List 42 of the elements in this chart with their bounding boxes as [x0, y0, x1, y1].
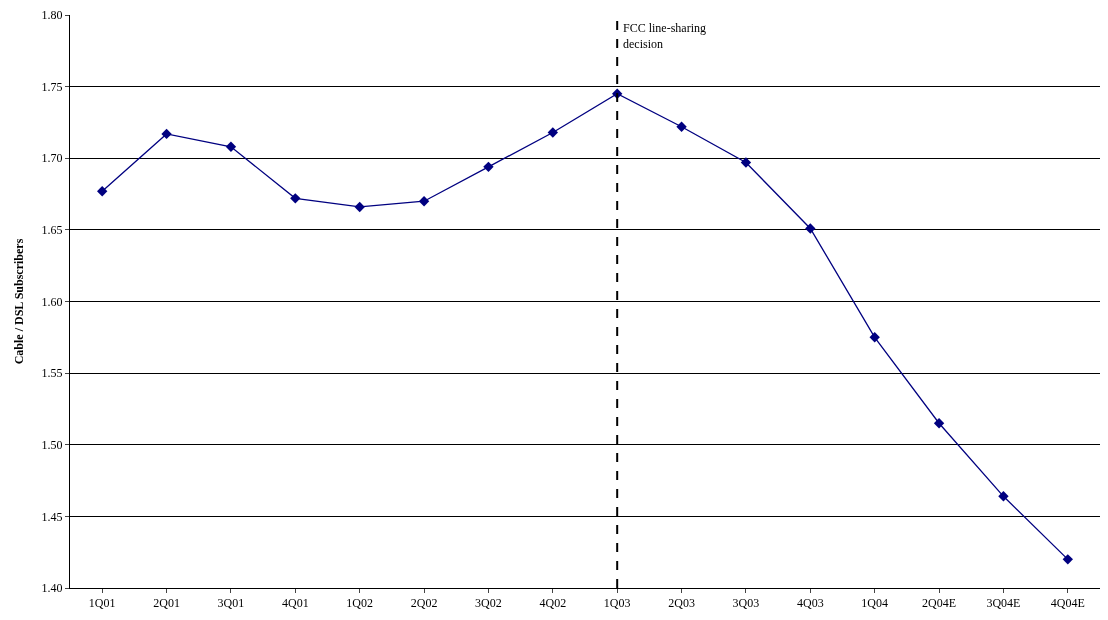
x-tick-label: 1Q04: [861, 596, 889, 611]
point: [676, 121, 687, 132]
x-tick-label: 2Q04E: [922, 596, 957, 611]
y-tick-label: 1.65: [41, 223, 63, 238]
point: [483, 161, 494, 173]
point: [96, 186, 108, 197]
y-axis-title: Cable / DSL Subscribers: [11, 238, 26, 365]
point: [1062, 554, 1074, 565]
point: [418, 196, 430, 207]
y-tick-label: 1.50: [41, 437, 63, 452]
y-tick-label: 1.45: [41, 509, 63, 524]
x-tick-label: 2Q02: [410, 596, 438, 611]
x-tick-label: 4Q04E: [1050, 596, 1085, 611]
point: [290, 193, 301, 204]
y-tick-label: 1.70: [41, 151, 63, 166]
point: [161, 128, 172, 140]
point: [547, 127, 559, 138]
x-tick-label: 4Q02: [539, 596, 567, 611]
point: [225, 141, 237, 152]
y-tick-label: 1.40: [41, 581, 63, 596]
x-tick-label: 2Q01: [153, 596, 180, 611]
point: [354, 201, 365, 213]
x-tick-label: 4Q03: [796, 596, 824, 611]
x-tick-label: 1Q01: [88, 596, 116, 611]
point: [933, 418, 945, 429]
point: [869, 332, 880, 343]
x-tick-label: 4Q01: [281, 596, 309, 611]
x-tick-label: 1Q02: [346, 596, 374, 611]
x-tick-label: 1Q03: [603, 596, 631, 611]
y-tick-label: 1.55: [41, 366, 63, 381]
x-tick-label: 3Q01: [217, 596, 245, 611]
point: [998, 491, 1009, 502]
x-tick-label: 3Q04E: [986, 596, 1021, 611]
point: [740, 157, 752, 168]
y-tick-label: 1.60: [41, 294, 63, 309]
y-tick-label: 1.80: [41, 8, 63, 23]
point: [805, 223, 816, 234]
x-tick-label: 2Q03: [668, 596, 695, 611]
x-tick-label: 3Q03: [732, 596, 760, 611]
y-tick-label: 1.75: [41, 79, 63, 94]
ref-line-label: FCC line-sharing decision: [623, 21, 706, 51]
x-tick-label: 3Q02: [475, 596, 502, 611]
